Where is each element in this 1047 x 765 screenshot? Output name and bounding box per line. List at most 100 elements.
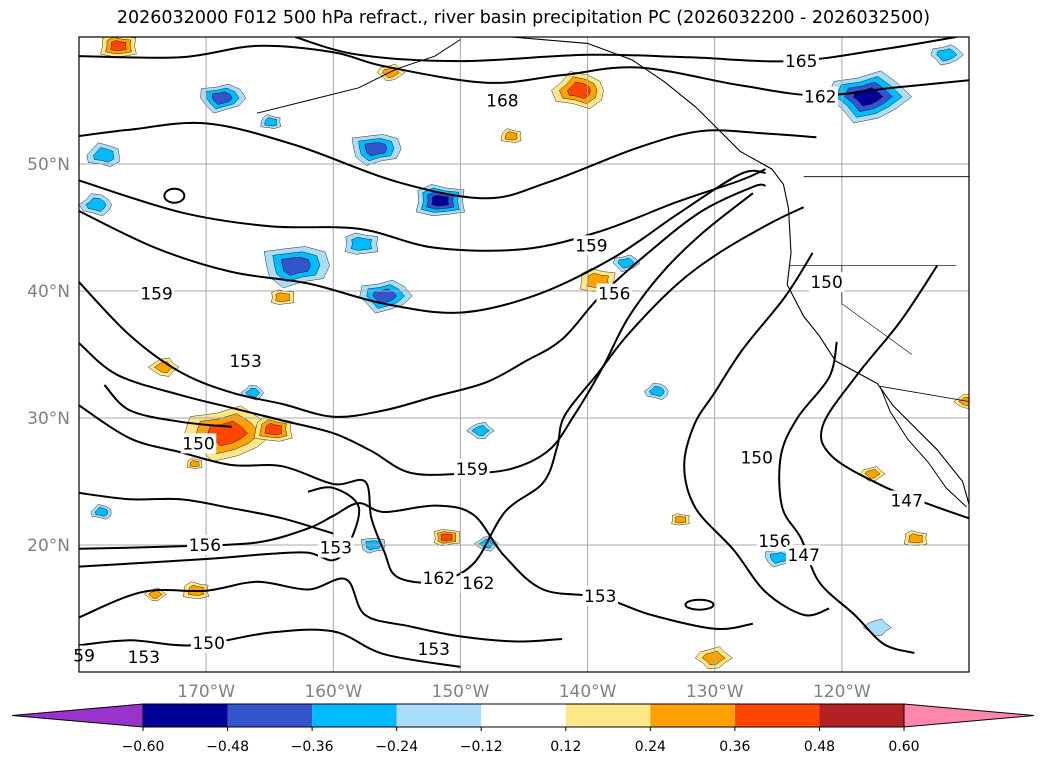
contour-line [79, 169, 766, 314]
precip-cell [253, 415, 293, 442]
contour-label-bg [180, 433, 217, 454]
contour-line [79, 577, 563, 643]
precip-level [649, 385, 665, 397]
lon-tick-label: 150°W [432, 682, 490, 702]
precip-cell [344, 232, 379, 255]
lon-tick-label: 140°W [559, 682, 617, 702]
lon-tick-label: 160°W [304, 682, 362, 702]
colorbar-tick-label: −0.12 [460, 739, 503, 755]
contour-label-bg [738, 447, 775, 468]
precip-cell [860, 466, 886, 482]
colorbar-segment [650, 704, 735, 727]
contour-label-bg [756, 531, 793, 552]
precip-level [864, 468, 881, 479]
colorbar-extend-high [903, 703, 1035, 728]
colorbar-tick-label: −0.48 [206, 739, 249, 755]
precip-cell [271, 289, 295, 305]
contour-label: 153 [320, 539, 352, 559]
precip-cell [86, 142, 120, 167]
colorbar-segment [143, 704, 228, 727]
contour-label-bg [421, 568, 457, 589]
contour-line [79, 183, 766, 418]
precip-cell [671, 513, 690, 526]
lat-tick-label: 40°N [27, 282, 70, 302]
contour-label-bg [187, 535, 223, 555]
precip-cell [466, 421, 495, 440]
contour-label-bg [783, 51, 819, 72]
lat-tick-label: 20°N [27, 536, 70, 556]
colorbar-tick-label: 0.36 [719, 739, 750, 755]
precip-level [431, 194, 449, 207]
contour-label: 159 [575, 236, 607, 256]
colorbar-segment [227, 704, 313, 727]
precip-level [350, 236, 372, 251]
lon-tick-label: 130°W [686, 682, 744, 702]
precip-level [207, 420, 248, 447]
contour-line [79, 628, 461, 668]
contour-line [79, 192, 754, 476]
contour-label: 153 [584, 587, 616, 607]
precip-level [94, 507, 108, 517]
colorbar-segment [481, 704, 566, 727]
contour-label-bg [582, 585, 619, 606]
precip-level [281, 256, 311, 276]
baja-coastline [879, 386, 967, 508]
precip-level [373, 288, 397, 304]
contour-label-bg [573, 235, 610, 256]
contour-label: 162 [804, 88, 836, 108]
precip-cell [433, 529, 460, 547]
contour-label-bg [802, 86, 838, 107]
contour-label-bg [71, 645, 97, 666]
lat-tick-label: 50°N [27, 155, 70, 175]
contour-label-bg [190, 632, 227, 653]
precip-level [770, 552, 788, 564]
contour-label-bg [785, 545, 822, 566]
lon-tick-label: 170°W [177, 682, 235, 702]
contour-label: 156 [758, 532, 790, 552]
colorbar-tick-label: 0.60 [888, 739, 919, 755]
contour-label-bg [596, 283, 633, 304]
colorbar-segment [396, 704, 482, 727]
precip-shading [79, 37, 969, 670]
colorbar-tick-label: −0.60 [122, 739, 165, 755]
precip-cell [200, 83, 247, 114]
contour-closed [163, 187, 186, 204]
contour-line [79, 121, 817, 200]
contour-label-bg [318, 537, 354, 558]
precip-level [440, 533, 453, 542]
contour-label: 159 [140, 285, 172, 305]
precip-cell [694, 646, 733, 670]
refractivity-contours [79, 37, 969, 668]
precip-cell [930, 44, 964, 66]
contour-label-bg [126, 646, 162, 667]
colorbar-tick-label: −0.24 [375, 739, 418, 755]
precip-level [701, 650, 726, 665]
contour-label-bg [138, 283, 175, 304]
pacific-coastline [511, 37, 969, 505]
contour-label: 165 [785, 52, 817, 72]
precip-cell [903, 530, 928, 546]
precip-level [674, 515, 687, 524]
precip-cell [260, 114, 282, 129]
contour-label: 153 [128, 648, 160, 668]
contour-label-bg [808, 272, 845, 293]
precip-cell [186, 457, 203, 469]
colorbar-segment [734, 704, 820, 727]
contour-label: 162 [423, 569, 455, 589]
map-title: 2026032000 F012 500 hPa refract., river … [116, 8, 931, 28]
us-mexico-border [879, 385, 969, 402]
precip-cell [551, 71, 604, 110]
contour-labels: 165 162 168 159 156 150 159 153 150 159 150 147 153 1… [71, 51, 925, 668]
precip-level [85, 197, 107, 212]
contour-line [103, 384, 232, 428]
precip-cell [90, 504, 112, 520]
precip-cell [147, 357, 180, 377]
contour-label: 153 [418, 640, 450, 660]
state-border [841, 265, 912, 355]
contour-line [79, 206, 805, 584]
colorbar: −0.60 −0.48 −0.36 −0.24 −0.12 0.12 0.24 0.36 0.4… [11, 703, 1035, 755]
contour-line [79, 491, 334, 535]
precip-cell [612, 254, 641, 272]
contour-line [819, 265, 969, 520]
